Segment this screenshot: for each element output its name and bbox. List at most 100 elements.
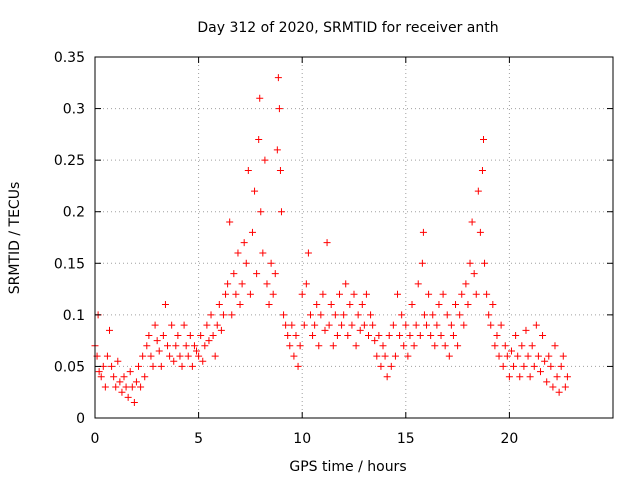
y-tick-label: 0.15	[54, 256, 85, 272]
data-point	[414, 280, 422, 288]
data-point	[321, 326, 329, 334]
data-point	[199, 357, 207, 365]
data-point	[420, 311, 428, 319]
data-point	[145, 331, 153, 339]
data-point	[101, 383, 109, 391]
data-point	[398, 311, 406, 319]
data-point	[222, 290, 230, 298]
data-point	[323, 239, 331, 247]
data-point	[288, 321, 296, 329]
data-point	[474, 187, 482, 195]
data-point	[190, 342, 198, 350]
data-point	[128, 383, 136, 391]
data-point	[536, 368, 544, 376]
data-point	[545, 352, 553, 360]
data-point	[466, 259, 474, 267]
data-point	[418, 259, 426, 267]
data-point	[327, 301, 335, 309]
data-point	[350, 290, 358, 298]
data-point	[520, 362, 528, 370]
data-point	[141, 373, 149, 381]
data-point	[302, 280, 310, 288]
data-point	[348, 321, 356, 329]
data-point	[329, 342, 337, 350]
data-point	[507, 347, 515, 355]
data-point	[441, 342, 449, 350]
data-point	[394, 290, 402, 298]
data-point	[267, 259, 275, 267]
data-point	[282, 321, 290, 329]
data-point	[186, 331, 194, 339]
data-point	[319, 290, 327, 298]
data-point	[170, 357, 178, 365]
data-point	[468, 218, 476, 226]
data-point	[269, 290, 277, 298]
data-point	[331, 311, 339, 319]
y-tick-label: 0.1	[63, 308, 85, 324]
y-axis-label: SRMTID / TECUs	[7, 182, 23, 295]
data-point	[259, 249, 267, 257]
data-point	[522, 326, 530, 334]
data-point	[559, 352, 567, 360]
data-point	[524, 352, 532, 360]
data-point	[352, 342, 360, 350]
data-point	[130, 399, 138, 407]
data-point	[112, 383, 120, 391]
data-points	[91, 74, 571, 407]
data-point	[261, 156, 269, 164]
data-point	[277, 208, 285, 216]
data-point	[534, 352, 542, 360]
data-point	[244, 166, 252, 174]
data-point	[402, 321, 410, 329]
data-point	[161, 301, 169, 309]
data-point	[360, 321, 368, 329]
data-point	[207, 311, 215, 319]
data-point	[166, 352, 174, 360]
data-point	[335, 290, 343, 298]
data-point	[118, 388, 126, 396]
data-point	[256, 94, 264, 102]
data-point	[242, 259, 250, 267]
data-point	[375, 331, 383, 339]
y-tick-label: 0.3	[63, 102, 85, 118]
data-point	[373, 352, 381, 360]
data-point	[389, 321, 397, 329]
data-point	[499, 362, 507, 370]
data-point	[526, 373, 534, 381]
data-point	[489, 301, 497, 309]
data-point	[429, 311, 437, 319]
data-point	[126, 368, 134, 376]
data-point	[311, 321, 319, 329]
data-point	[274, 74, 282, 82]
y-tick-label: 0.35	[54, 50, 85, 66]
data-point	[551, 342, 559, 350]
x-axis-label: GPS time / hours	[289, 459, 406, 475]
data-point	[178, 362, 186, 370]
data-point	[514, 352, 522, 360]
data-point	[460, 321, 468, 329]
data-point	[228, 311, 236, 319]
data-point	[369, 321, 377, 329]
data-point	[124, 393, 132, 401]
data-point	[354, 311, 362, 319]
data-point	[387, 362, 395, 370]
data-point	[419, 228, 427, 236]
data-point	[315, 342, 323, 350]
data-point	[232, 290, 240, 298]
data-point	[246, 290, 254, 298]
data-point	[203, 321, 211, 329]
data-point	[555, 388, 563, 396]
data-point	[253, 270, 261, 278]
data-point	[153, 337, 161, 345]
data-point	[487, 321, 495, 329]
data-point	[381, 352, 389, 360]
data-point	[470, 270, 478, 278]
data-point	[476, 228, 484, 236]
data-point	[110, 373, 118, 381]
data-point	[497, 321, 505, 329]
y-tick-label: 0	[76, 411, 85, 427]
data-point	[379, 342, 387, 350]
data-point	[456, 311, 464, 319]
data-point	[530, 362, 538, 370]
